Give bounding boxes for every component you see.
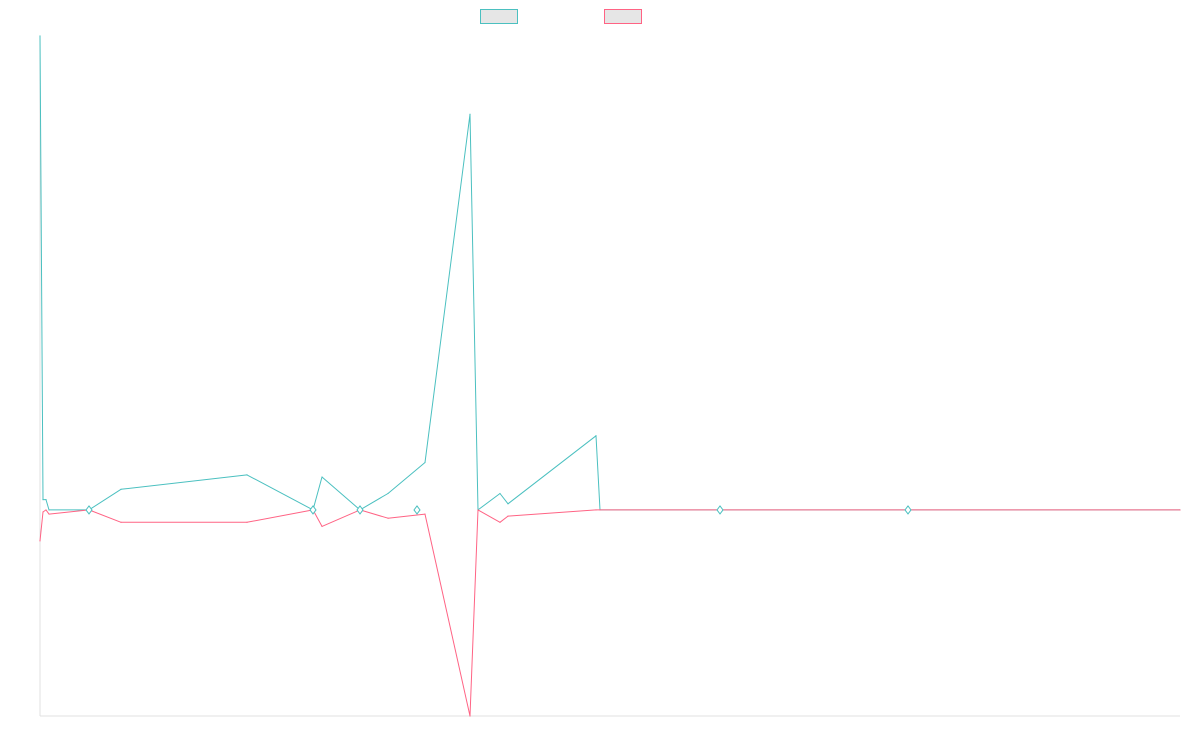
series-1-point [387,492,389,495]
series-2-point [45,509,47,511]
series-1-line [39,35,1180,511]
legend [0,9,1200,27]
series-1-point [39,35,41,37]
series-2-point [387,517,389,519]
series-2-point [595,509,597,511]
series-2-point [499,521,501,523]
series-1-point [120,488,122,490]
legend-item-2[interactable] [604,9,648,24]
series-1-point [507,503,509,505]
series-2-point [42,511,44,513]
series-2-point [477,509,479,511]
data-point-marker [904,505,912,515]
data-point-marker [85,505,93,515]
series-2-point [507,515,509,517]
series-2-point [120,521,122,523]
series-2-line [39,509,1180,717]
series-1-point [469,113,471,115]
series-1-point [424,461,426,464]
series-2-point [246,521,248,523]
series-2-point [469,715,471,717]
series-1-point [499,492,501,495]
data-point-marker [309,505,317,515]
series-1-point [246,474,248,476]
data-point-marker [716,505,724,515]
data-point-marker [356,505,364,515]
series-2-point [1179,509,1181,511]
series-1-point [48,509,50,511]
series-1-point [321,476,323,478]
series-2-point [424,513,426,515]
series-2-point [39,540,41,542]
series-1 [39,35,1181,511]
legend-swatch [604,9,642,24]
series-1-point [45,499,47,501]
legend-item-1[interactable] [480,9,524,24]
series-1-point [42,499,44,501]
series-1-point [595,435,597,437]
data-point-marker [413,505,421,515]
marker-layer [85,505,912,515]
series-2-point [321,525,323,528]
series-2-point [599,509,601,511]
legend-swatch [480,9,518,24]
series-2-point [48,513,50,515]
series-layer [39,35,1181,717]
series-2 [39,509,1181,717]
